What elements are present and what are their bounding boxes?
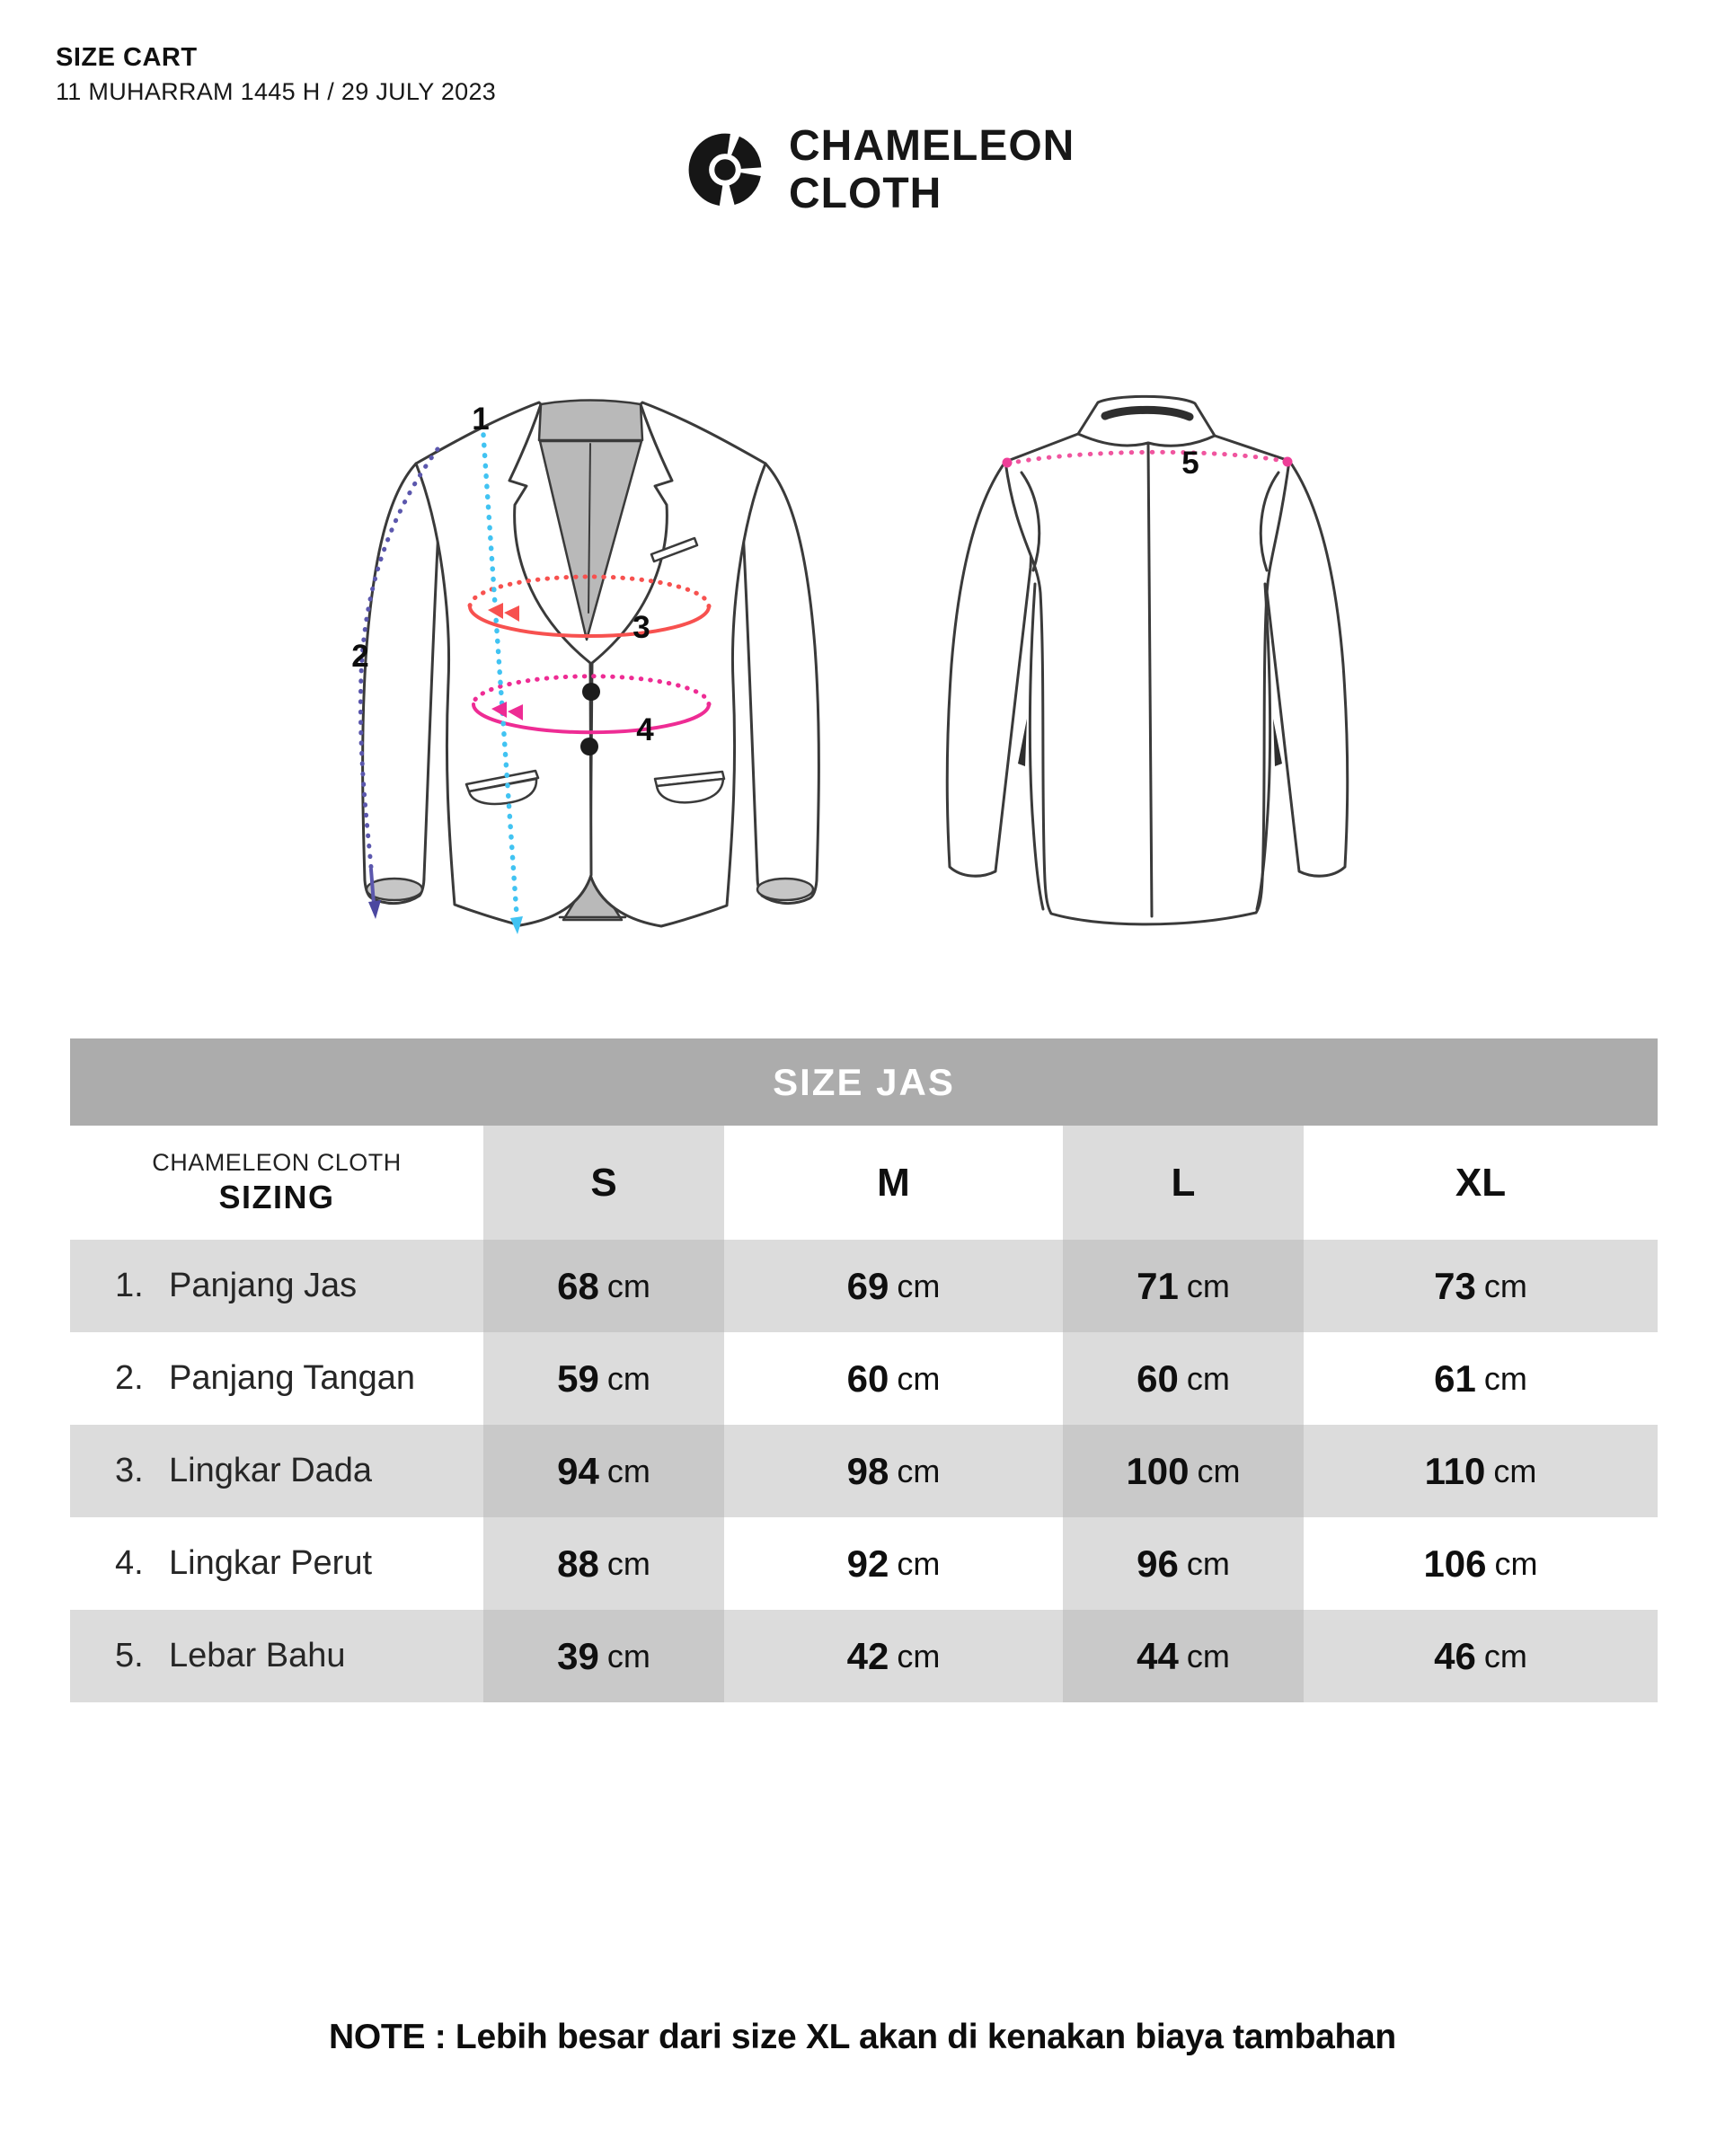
row-number: 3. xyxy=(115,1452,144,1489)
row-label: 4. Lingkar Perut xyxy=(70,1517,483,1610)
value-cell: 96 cm xyxy=(1063,1517,1304,1610)
jacket-back-diagram xyxy=(945,394,1349,926)
col-header-s: S xyxy=(483,1126,724,1240)
value-cell: 71 cm xyxy=(1063,1240,1304,1332)
brand-name: CHAMELEON CLOTH xyxy=(789,122,1075,217)
measure-label-5: 5 xyxy=(1181,446,1199,481)
measure-label-3: 3 xyxy=(632,610,650,645)
table-header-row: CHAMELEON CLOTH SIZING S M L XL xyxy=(70,1126,1658,1240)
value-cell: 44 cm xyxy=(1063,1610,1304,1702)
value-cell: 68 cm xyxy=(483,1240,724,1332)
row-label-text: Lebar Bahu xyxy=(169,1637,346,1674)
row-label-text: Panjang Tangan xyxy=(169,1359,415,1397)
table-corner-header: CHAMELEON CLOTH SIZING xyxy=(70,1126,483,1240)
value-cell: 39 cm xyxy=(483,1610,724,1702)
table-row: 3. Lingkar Dada 94 cm 98 cm 100 cm 110 cm xyxy=(70,1425,1658,1517)
measure-label-1: 1 xyxy=(472,402,490,437)
row-number: 1. xyxy=(115,1267,144,1304)
brand-name-line2: CLOTH xyxy=(789,170,942,217)
measure-label-4: 4 xyxy=(636,712,654,747)
table-row: 4. Lingkar Perut 88 cm 92 cm 96 cm 106 cm xyxy=(70,1517,1658,1610)
size-table: SIZE JAS CHAMELEON CLOTH SIZING S M L XL… xyxy=(70,1038,1658,1702)
table-row: 1. Panjang Jas 68 cm 69 cm 71 cm 73 cm xyxy=(70,1240,1658,1332)
table-banner: SIZE JAS xyxy=(70,1038,1658,1126)
brand-name-line1: CHAMELEON xyxy=(789,122,1075,170)
value-cell: 69 cm xyxy=(846,1264,941,1307)
footer-note: NOTE : Lebih besar dari size XL akan di … xyxy=(329,2018,1396,2056)
doc-date: 11 MUHARRAM 1445 H / 29 JULY 2023 xyxy=(56,78,497,105)
col-header-xl: XL xyxy=(1455,1160,1507,1205)
value-cell: 60 cm xyxy=(846,1356,941,1400)
row-number: 4. xyxy=(115,1544,144,1582)
row-label-text: Lingkar Perut xyxy=(169,1544,373,1582)
value-cell: 110 cm xyxy=(1424,1449,1537,1492)
row-label: 5. Lebar Bahu xyxy=(70,1610,483,1702)
row-label: 3. Lingkar Dada xyxy=(70,1425,483,1517)
value-cell: 73 cm xyxy=(1434,1264,1527,1307)
value-cell: 60 cm xyxy=(1063,1332,1304,1425)
row-label: 1. Panjang Jas xyxy=(70,1240,483,1332)
row-label: 2. Panjang Tangan xyxy=(70,1332,483,1425)
value-cell: 92 cm xyxy=(846,1542,941,1585)
value-cell: 98 cm xyxy=(846,1449,941,1492)
doc-title: SIZE CART xyxy=(56,43,198,72)
value-cell: 106 cm xyxy=(1423,1542,1538,1585)
table-row: 2. Panjang Tangan 59 cm 60 cm 60 cm 61 cm xyxy=(70,1332,1658,1425)
col-header-m: M xyxy=(877,1160,910,1205)
value-cell: 46 cm xyxy=(1434,1634,1527,1677)
row-label-text: Panjang Jas xyxy=(169,1267,358,1304)
row-number: 5. xyxy=(115,1637,144,1674)
value-cell: 100 cm xyxy=(1063,1425,1304,1517)
corner-header-sizing: SIZING xyxy=(218,1179,335,1215)
row-label-text: Lingkar Dada xyxy=(169,1452,373,1489)
value-cell: 88 cm xyxy=(483,1517,724,1610)
col-header-l: L xyxy=(1063,1126,1304,1240)
row-number: 2. xyxy=(115,1359,144,1397)
table-row: 5. Lebar Bahu 39 cm 42 cm 44 cm 46 cm xyxy=(70,1610,1658,1702)
measure-label-2: 2 xyxy=(351,639,369,674)
value-cell: 94 cm xyxy=(483,1425,724,1517)
brand-logo: CHAMELEON CLOTH xyxy=(683,122,1075,217)
corner-header-brand: CHAMELEON CLOTH xyxy=(152,1149,402,1176)
value-cell: 42 cm xyxy=(846,1634,941,1677)
chameleon-eye-icon xyxy=(688,133,762,207)
doc-header: SIZE CART 11 MUHARRAM 1445 H / 29 JULY 2… xyxy=(56,43,496,106)
jacket-front-diagram xyxy=(358,399,820,934)
value-cell: 59 cm xyxy=(483,1332,724,1425)
value-cell: 61 cm xyxy=(1434,1356,1527,1400)
